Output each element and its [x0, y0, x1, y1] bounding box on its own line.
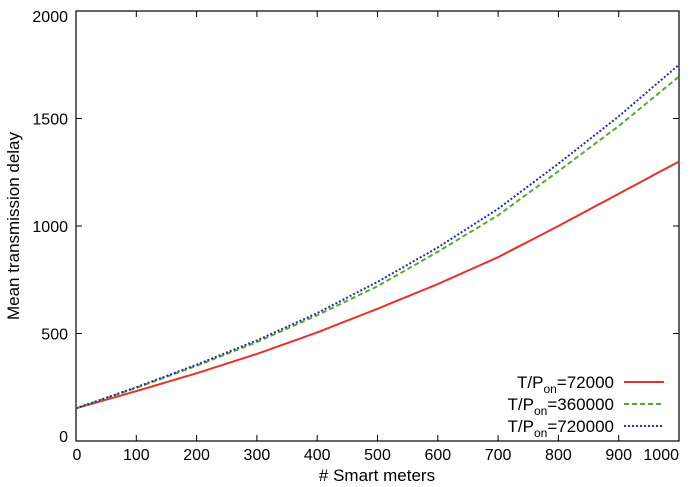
y-tick-label: 0	[59, 429, 68, 446]
x-tick-label: 700	[485, 447, 512, 464]
x-tick-label: 800	[545, 447, 572, 464]
y-axis-label: Mean transmission delay	[4, 131, 23, 320]
legend-label-3: T/Pon=720000	[508, 417, 614, 440]
y-tick-label: 2000	[32, 9, 68, 26]
y-tick-labels: 0 500 1000 1500 2000	[32, 9, 68, 446]
x-tick-labels: 0 100 200 300 400 500 600 700 800 900 1000	[73, 447, 680, 464]
y-tick-label: 1500	[32, 112, 68, 129]
x-axis-label: # Smart meters	[319, 466, 435, 485]
x-tick-label: 200	[183, 447, 210, 464]
series-line-3	[75, 63, 680, 410]
x-tick-label: 300	[244, 447, 271, 464]
y-tick-label: 1000	[32, 219, 68, 236]
series-line-2	[75, 75, 680, 410]
legend-label-1: T/Pon=72000	[517, 373, 614, 396]
y-tick-label: 500	[41, 327, 68, 344]
x-tick-label: 1000	[643, 447, 679, 464]
x-tick-label: 400	[304, 447, 331, 464]
x-tick-label: 600	[424, 447, 451, 464]
axis-ticks	[75, 10, 680, 442]
series-lines	[75, 63, 680, 410]
x-tick-label: 100	[123, 447, 150, 464]
x-tick-label: 0	[73, 447, 82, 464]
legend-label-2: T/Pon=360000	[508, 395, 614, 418]
x-tick-label: 500	[364, 447, 391, 464]
x-tick-label: 900	[605, 447, 632, 464]
series-line-1	[75, 160, 680, 410]
